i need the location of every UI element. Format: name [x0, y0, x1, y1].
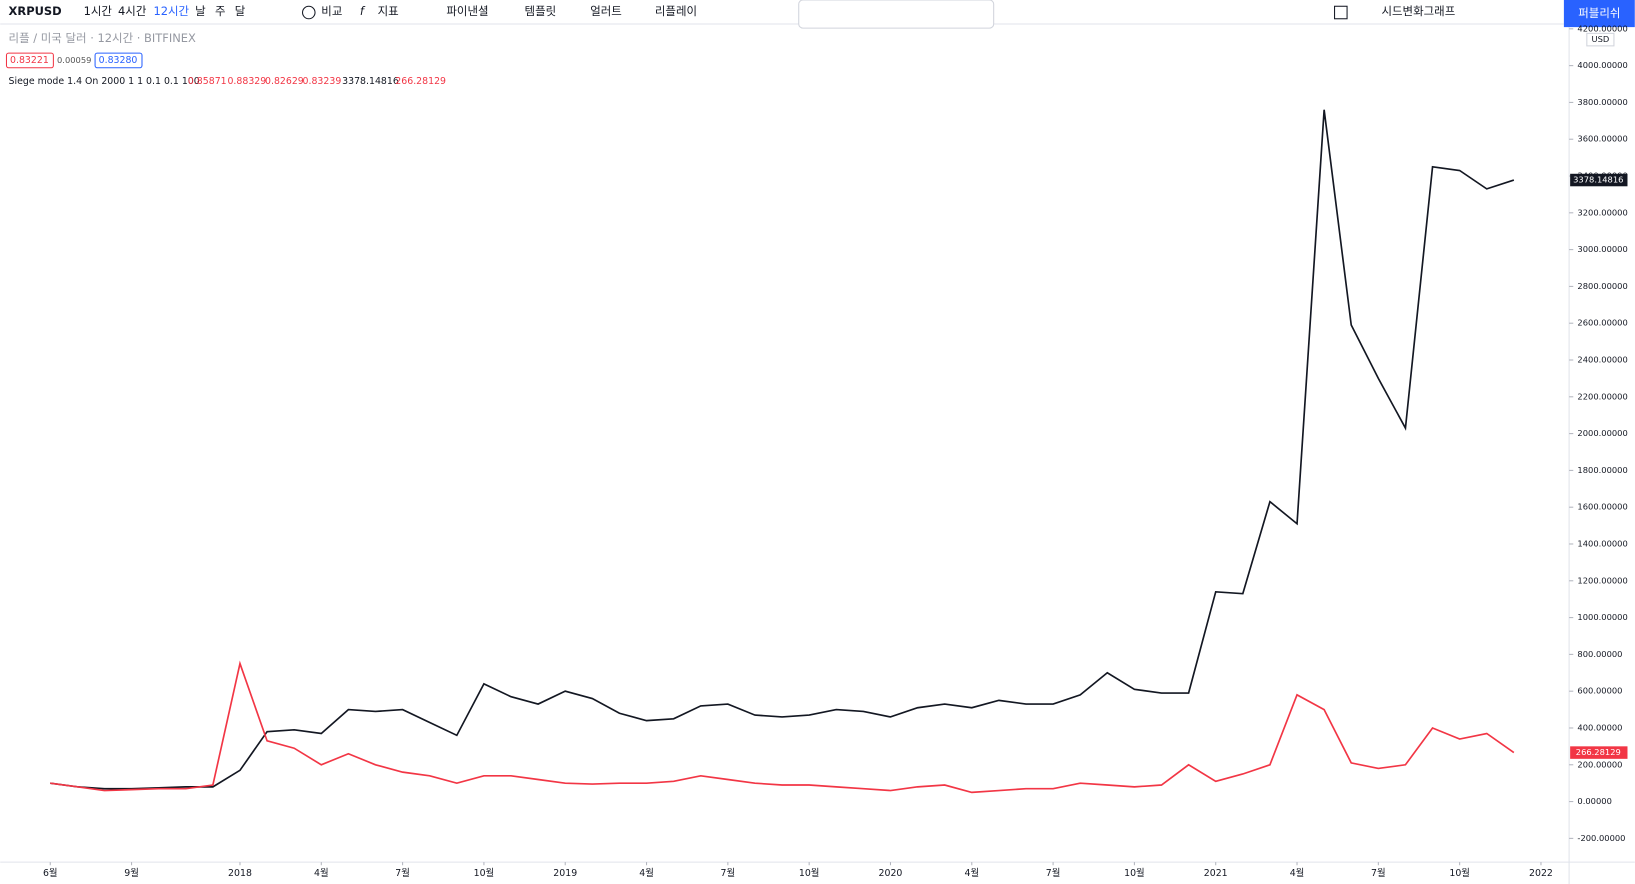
last-value-box [1570, 173, 1628, 187]
compare-icon [302, 5, 316, 20]
plot: -200.00000 0.00000 200.00000 400.00000 600.0… [43, 23, 1628, 879]
x-tick-label: 7월 [1371, 867, 1386, 879]
x-tick-label: 10월 [799, 867, 820, 879]
y-tick-label: 2800.00000 [1577, 281, 1627, 291]
compare-button[interactable]: 비교 [321, 4, 342, 18]
y-tick-label: -200.00000 [1577, 833, 1625, 843]
y-tick-label: 2000.00000 [1577, 428, 1627, 438]
x-tick-label: 2018 [228, 868, 252, 879]
y-tick-label: 3600.00000 [1577, 134, 1627, 144]
spread: 0.00059 [57, 55, 91, 65]
y-tick-label: 2600.00000 [1577, 318, 1627, 328]
ask-box [94, 52, 143, 69]
last-value-label: 3378.14816 [1573, 175, 1623, 185]
alert-button[interactable]: 얼러트 [590, 4, 622, 18]
instrument-title: 리플 / 미국 달러 · 12시간 · BITFINEX [9, 31, 196, 45]
last-value-label: 266.28129 [1576, 747, 1621, 757]
publish-button[interactable] [1563, 0, 1635, 28]
interval[interactable]: 1시간 [84, 4, 113, 18]
indicator-value: 266.28129 [395, 76, 446, 87]
x-tick-label: 7월 [721, 867, 736, 879]
x-tick-label: 2020 [879, 868, 903, 879]
x-tick-label: 10월 [1449, 867, 1470, 879]
y-tick-label: 3800.00000 [1577, 97, 1627, 107]
y-tick-label: 3000.00000 [1577, 244, 1627, 254]
replay-button[interactable]: 리플레이 [655, 4, 697, 18]
x-tick-label: 7월 [395, 867, 410, 879]
financials-button[interactable]: 파이낸셜 [446, 4, 488, 18]
indicator-value: 0.88329 [227, 76, 266, 87]
y-tick-label: 800.00000 [1577, 649, 1622, 659]
x-tick-label: 4월 [639, 867, 654, 879]
x-tick-label: 9월 [124, 867, 139, 879]
y-tick-label: 1200.00000 [1577, 575, 1627, 585]
interval[interactable]: 12시간 [153, 4, 189, 18]
y-tick-label: 1600.00000 [1577, 502, 1627, 512]
y-tick-label: 1400.00000 [1577, 538, 1627, 548]
series-line [50, 109, 1515, 790]
y-tick-label: 0.00000 [1577, 796, 1611, 806]
currency: USD [1591, 34, 1609, 44]
x-tick-label: 2022 [1529, 868, 1553, 879]
indicators-button[interactable]: 지표 [378, 4, 399, 18]
x-tick-label: 7월 [1046, 867, 1061, 879]
x-tick-label: 4월 [964, 867, 979, 879]
x-tick-label: 4월 [1290, 867, 1305, 879]
indicator-name: Siege mode 1.4 On 2000 1 1 0.1 0.1 100 [9, 76, 200, 87]
y-tick-label: 400.00000 [1577, 722, 1622, 732]
indicator-value: 0.83239 [303, 76, 342, 87]
interval[interactable]: 4시간 [118, 4, 147, 18]
indicator-value: 0.82629 [265, 76, 304, 87]
y-tick-label: 1000.00000 [1577, 612, 1627, 622]
currency-box [1586, 32, 1615, 47]
fx-icon: f [360, 4, 366, 18]
layout-button[interactable]: 시드변화그래프 [1381, 4, 1455, 18]
series-line [50, 660, 1515, 794]
x-tick-label: 6월 [43, 867, 58, 879]
x-tick-label: 2021 [1204, 868, 1228, 879]
x-tick-label: 4월 [314, 867, 329, 879]
x-tick-label: 10월 [474, 867, 495, 879]
y-tick-label: 1800.00000 [1577, 465, 1627, 475]
x-tick-label: 2019 [553, 868, 577, 879]
last-value-box [1570, 746, 1628, 759]
x-tick-label: 10월 [1124, 867, 1145, 879]
y-tick-label: 200.00000 [1577, 759, 1622, 769]
drawing-toolbar[interactable] [798, 0, 995, 29]
bid-box [5, 52, 54, 69]
y-tick-label: 2400.00000 [1577, 355, 1627, 365]
y-tick-label: 4200.00000 [1577, 23, 1627, 33]
checkbox[interactable] [1334, 5, 1348, 20]
indicator-value: 0.85871 [188, 76, 227, 87]
templates-button[interactable]: 템플릿 [525, 4, 557, 18]
y-tick-label: 2200.00000 [1577, 391, 1627, 401]
y-tick-label: 600.00000 [1577, 686, 1622, 696]
interval[interactable]: 주 [215, 4, 226, 18]
y-tick-label: 3200.00000 [1577, 207, 1627, 217]
y-tick-label: 4000.00000 [1577, 60, 1627, 70]
indicator-value: 3378.14816 [342, 76, 399, 87]
interval[interactable]: 날 [195, 4, 206, 18]
symbol[interactable]: XRPUSD [9, 4, 62, 18]
publish-label: 퍼블리쉬 [1578, 6, 1620, 20]
bid: 0.83221 [10, 55, 49, 66]
interval[interactable]: 달 [235, 4, 246, 18]
ask: 0.83280 [99, 55, 138, 66]
